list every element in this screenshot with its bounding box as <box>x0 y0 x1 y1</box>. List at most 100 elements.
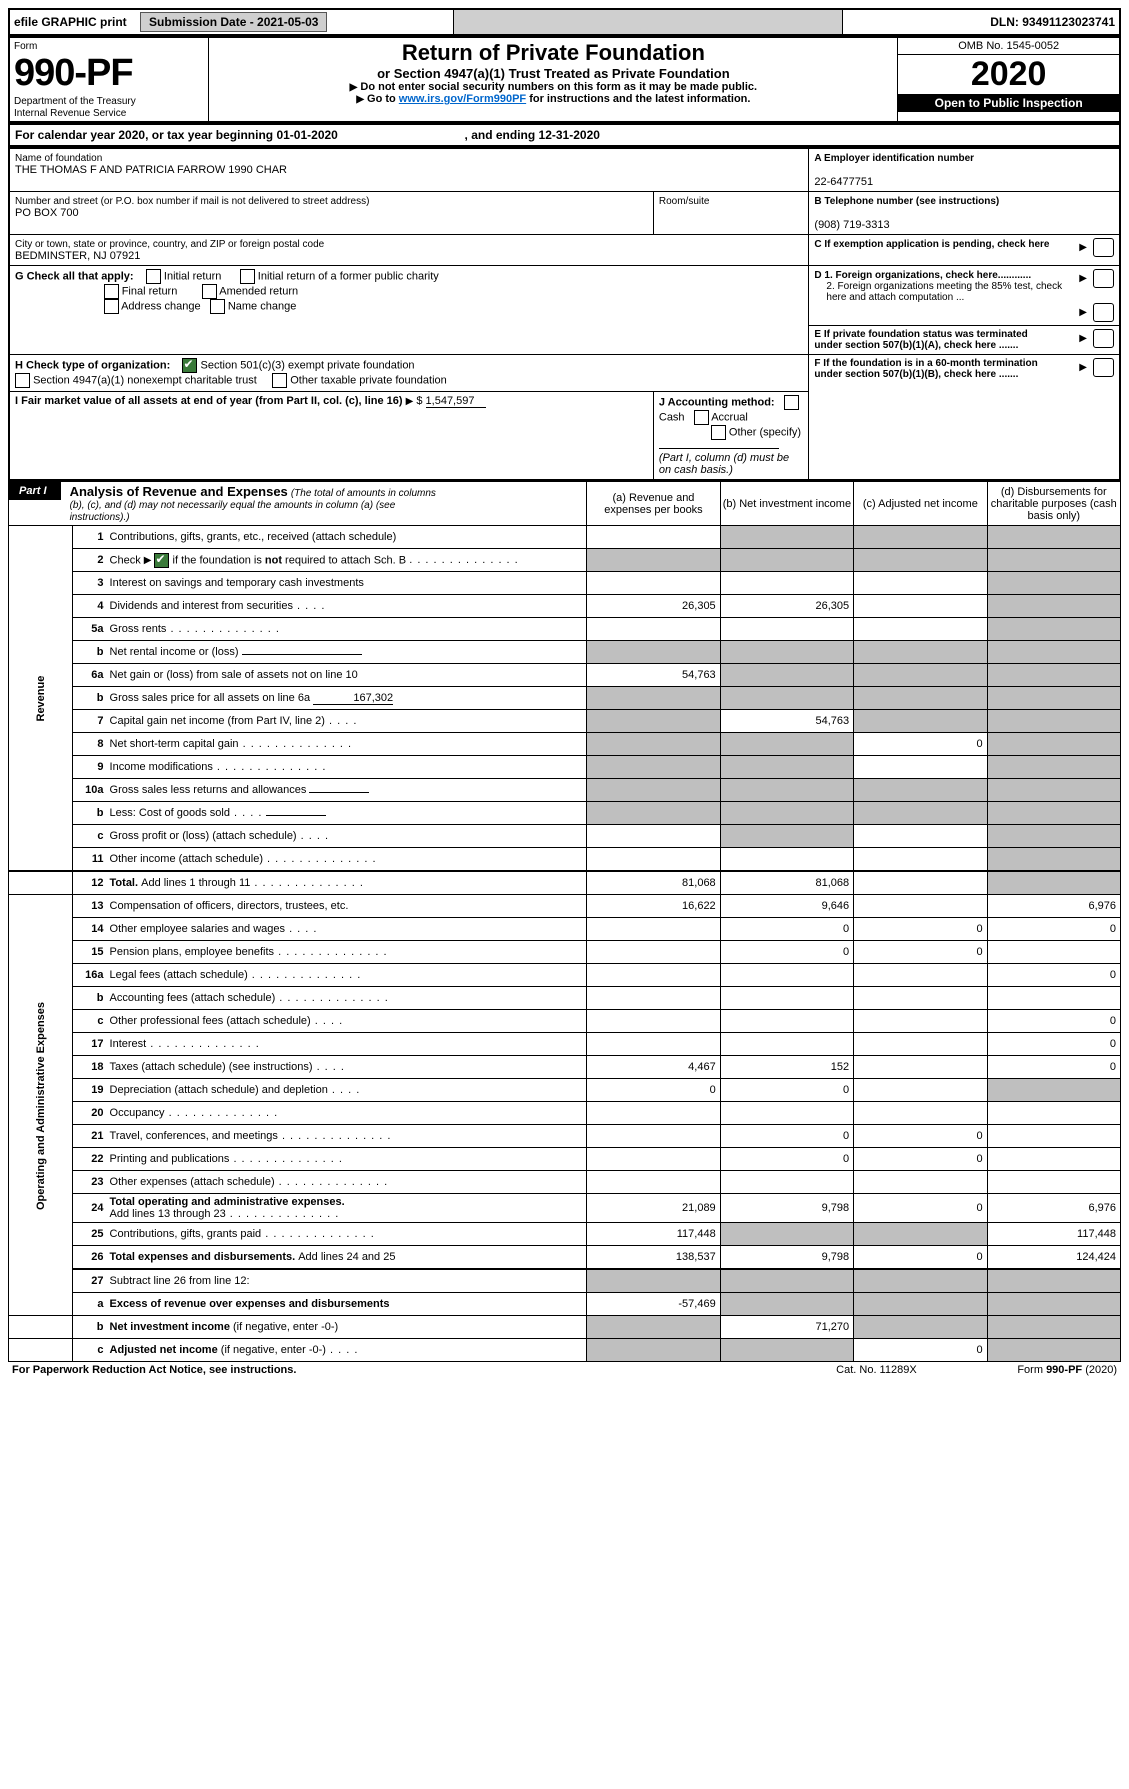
col-d: (d) Disbursements for charitable purpose… <box>987 482 1120 526</box>
header-block: Form 990-PF Department of the Treasury I… <box>8 36 1121 123</box>
g-initial-chk[interactable] <box>146 269 161 284</box>
form-url-link[interactable]: www.irs.gov/Form990PF <box>399 93 526 105</box>
note1: Do not enter social security numbers on … <box>360 81 757 93</box>
g-final-chk[interactable] <box>104 284 119 299</box>
r10b-desc: Less: Cost of goods sold <box>107 802 587 825</box>
dept: Department of the Treasury <box>14 96 136 107</box>
omb-number: OMB No. 1545-0052 <box>898 38 1119 55</box>
form-title: Return of Private Foundation <box>213 40 893 66</box>
h-501-chk[interactable] <box>182 358 197 373</box>
j-cash: Cash <box>659 411 685 423</box>
part1-grid: Part I Analysis of Revenue and Expenses … <box>8 481 1121 1362</box>
addr-value: PO BOX 700 <box>15 207 79 219</box>
g-initformer: Initial return of a former public charit… <box>258 270 439 282</box>
r13-desc: Compensation of officers, directors, tru… <box>107 895 587 918</box>
tax-year: 2020 <box>898 55 1119 94</box>
city-value: BEDMINSTER, NJ 07921 <box>15 250 140 262</box>
g-namechg-chk[interactable] <box>210 299 225 314</box>
i-value: 1,547,597 <box>426 395 486 408</box>
col-a: (a) Revenue and expenses per books <box>587 482 720 526</box>
j-cash-chk[interactable] <box>784 395 799 410</box>
r4-desc: Dividends and interest from securities <box>107 595 587 618</box>
d2-label: 2. Foreign organizations meeting the 85%… <box>814 281 1066 303</box>
h-other-chk[interactable] <box>272 373 287 388</box>
c-checkbox[interactable] <box>1093 238 1114 257</box>
f-label: F If the foundation is in a 60-month ter… <box>814 358 1054 380</box>
r12-desc: Total. Add lines 1 through 11 <box>107 871 587 895</box>
j-accrual: Accrual <box>711 411 748 423</box>
r2-num: 2 <box>72 549 107 572</box>
note2-pre: Go to <box>367 93 399 105</box>
j-other: Other (specify) <box>729 426 801 438</box>
r10c-desc: Gross profit or (loss) (attach schedule) <box>107 825 587 848</box>
ein-label: A Employer identification number <box>814 153 974 164</box>
g-amended-chk[interactable] <box>202 284 217 299</box>
g-address-chk[interactable] <box>104 299 119 314</box>
g-address: Address change <box>121 300 201 312</box>
r7-b: 54,763 <box>720 710 853 733</box>
e-checkbox[interactable] <box>1093 329 1114 348</box>
form-label: Form <box>14 41 37 52</box>
f-checkbox[interactable] <box>1093 358 1114 377</box>
h-4947-chk[interactable] <box>15 373 30 388</box>
col-b: (b) Net investment income <box>720 482 853 526</box>
r7-desc: Capital gain net income (from Part IV, l… <box>107 710 587 733</box>
c-label: C If exemption application is pending, c… <box>814 239 1049 250</box>
cal-end: 12-31-2020 <box>539 128 600 142</box>
form-container: efile GRAPHIC print Submission Date - 20… <box>8 8 1121 36</box>
dln: DLN: 93491123023741 <box>842 9 1120 35</box>
r6a-a: 54,763 <box>587 664 720 687</box>
form-number: 990-PF <box>14 52 133 94</box>
r11-desc: Other income (attach schedule) <box>107 848 587 872</box>
g-amended: Amended return <box>219 285 298 297</box>
r8-desc: Net short-term capital gain <box>107 733 587 756</box>
g-label: G Check all that apply: <box>15 270 134 282</box>
r9-desc: Income modifications <box>107 756 587 779</box>
part1-hdr: Part I <box>9 482 61 500</box>
j-label: J Accounting method: <box>659 396 775 408</box>
cal-pre: For calendar year 2020, or tax year begi… <box>15 128 276 142</box>
r4-b: 26,305 <box>720 595 853 618</box>
r5b-desc: Net rental income or (loss) <box>107 641 587 664</box>
part1-title: Analysis of Revenue and Expenses <box>70 484 288 499</box>
expense-label: Operating and Administrative Expenses <box>9 895 73 1316</box>
r1-num: 1 <box>72 526 107 549</box>
j-other-chk[interactable] <box>711 425 726 440</box>
h-501: Section 501(c)(3) exempt private foundat… <box>201 359 415 371</box>
h-label: H Check type of organization: <box>15 359 170 371</box>
open-public: Open to Public Inspection <box>898 94 1119 112</box>
e-label: E If private foundation status was termi… <box>814 329 1054 351</box>
phone-value: (908) 719-3313 <box>814 219 889 231</box>
r6b-desc: Gross sales price for all assets on line… <box>107 687 587 710</box>
calendar-row: For calendar year 2020, or tax year begi… <box>8 123 1121 147</box>
r8-c: 0 <box>854 733 987 756</box>
room-label: Room/suite <box>659 196 710 207</box>
r4-a: 26,305 <box>587 595 720 618</box>
r6a-desc: Net gain or (loss) from sale of assets n… <box>107 664 587 687</box>
g-initformer-chk[interactable] <box>240 269 255 284</box>
foundation-name: THE THOMAS F AND PATRICIA FARROW 1990 CH… <box>15 164 287 176</box>
addr-label: Number and street (or P.O. box number if… <box>15 196 369 207</box>
efile-label: efile GRAPHIC print <box>14 15 127 29</box>
phone-label: B Telephone number (see instructions) <box>814 196 999 207</box>
i-label: I Fair market value of all assets at end… <box>15 395 403 407</box>
revenue-label: Revenue <box>9 526 73 872</box>
r10a-desc: Gross sales less returns and allowances <box>107 779 587 802</box>
form-subtitle: or Section 4947(a)(1) Trust Treated as P… <box>213 66 893 81</box>
col-c: (c) Adjusted net income <box>854 482 987 526</box>
d2-checkbox[interactable] <box>1093 303 1114 322</box>
cal-begin: 01-01-2020 <box>276 128 337 142</box>
j-accrual-chk[interactable] <box>694 410 709 425</box>
irs: Internal Revenue Service <box>14 108 126 119</box>
r2-checkbox[interactable] <box>154 553 169 568</box>
r2-desc: Check if the foundation is not required … <box>107 549 587 572</box>
r3-desc: Interest on savings and temporary cash i… <box>107 572 587 595</box>
h-other: Other taxable private foundation <box>290 374 447 386</box>
r1-desc: Contributions, gifts, grants, etc., rece… <box>107 526 587 549</box>
g-initial: Initial return <box>164 270 221 282</box>
d1-label: D 1. Foreign organizations, check here..… <box>814 270 1031 281</box>
r12-b: 81,068 <box>720 871 853 895</box>
ein-value: 22-6477751 <box>814 176 873 188</box>
city-label: City or town, state or province, country… <box>15 239 324 250</box>
d1-checkbox[interactable] <box>1093 269 1114 288</box>
